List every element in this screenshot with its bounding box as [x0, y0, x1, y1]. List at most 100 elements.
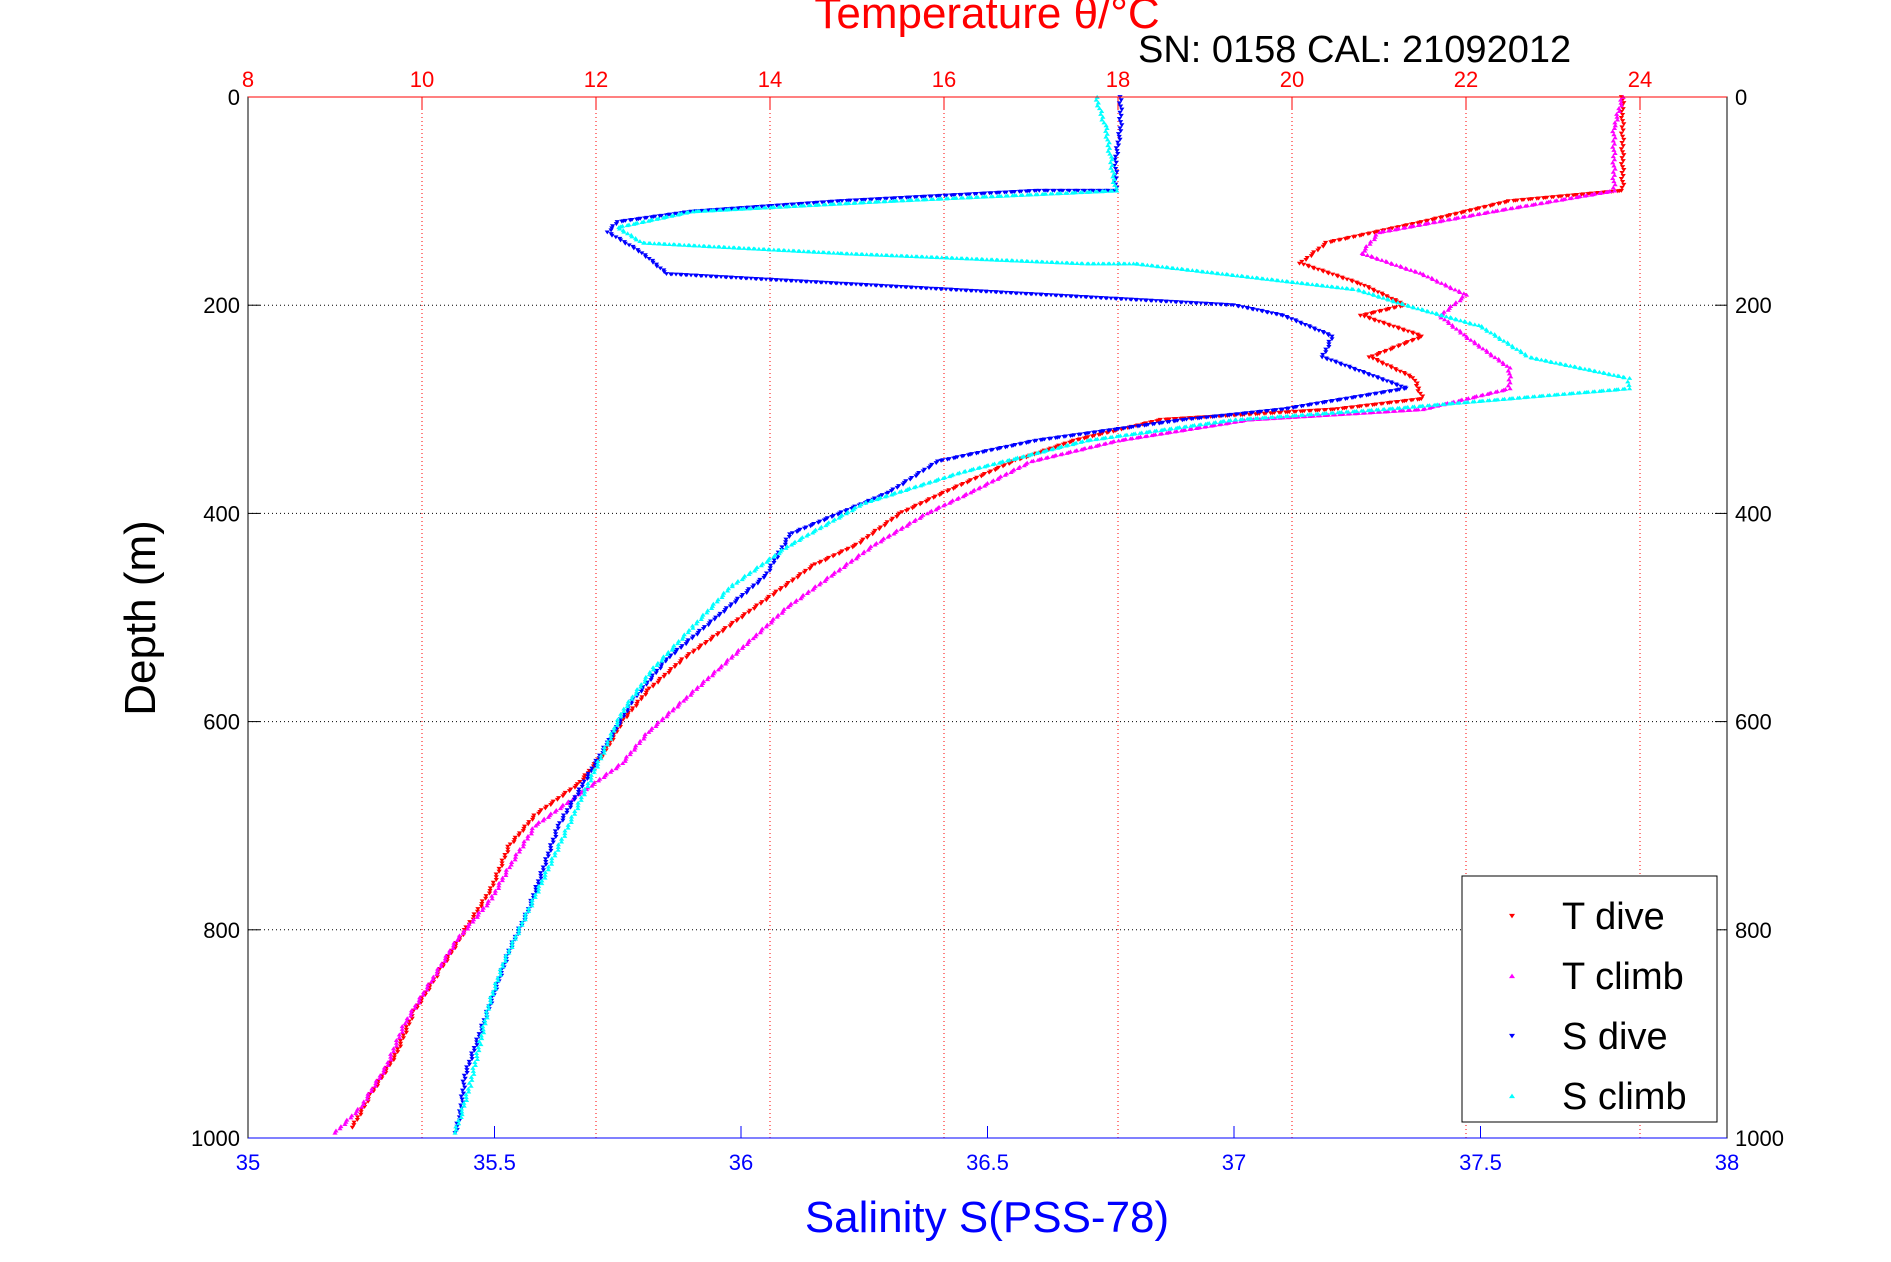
data-point [1621, 153, 1627, 158]
data-point [1215, 271, 1221, 276]
data-point [1336, 238, 1342, 243]
data-point [1260, 276, 1266, 281]
data-point [817, 526, 823, 531]
data-point [1443, 283, 1449, 288]
data-point [575, 803, 581, 808]
data-point [1611, 132, 1617, 137]
data-point [1354, 281, 1361, 286]
data-point [946, 474, 953, 479]
data-point [1627, 375, 1633, 380]
data-point [1430, 277, 1436, 281]
data-point [348, 1115, 354, 1120]
data-point [473, 1037, 480, 1042]
data-point [1019, 454, 1025, 459]
data-point [623, 754, 630, 759]
data-point [1014, 291, 1020, 296]
data-point [1445, 307, 1451, 312]
data-point [944, 457, 951, 462]
data-point [1093, 295, 1099, 300]
data-point [560, 818, 566, 823]
data-point [1329, 334, 1335, 339]
data-point [613, 222, 619, 227]
data-point [535, 886, 542, 891]
data-point [368, 1089, 375, 1093]
data-point [1103, 128, 1109, 133]
data-point [823, 280, 829, 285]
data-point [874, 497, 880, 502]
data-point [1305, 281, 1311, 286]
data-point [1611, 141, 1618, 146]
data-point [843, 282, 850, 286]
data-point [1067, 440, 1073, 445]
data-point [978, 474, 984, 479]
data-point [904, 523, 910, 528]
data-point [913, 285, 919, 290]
data-point [1363, 244, 1369, 249]
data-point [858, 282, 865, 287]
data-point [795, 575, 801, 580]
data-point [852, 198, 858, 203]
data-point [538, 873, 544, 878]
data-point [1187, 427, 1193, 431]
data-point [929, 255, 935, 259]
data-point [1112, 182, 1118, 187]
data-point [1485, 398, 1491, 403]
data-point [404, 1016, 410, 1021]
data-point [1087, 445, 1093, 450]
data-point [1274, 312, 1280, 317]
data-point [472, 1063, 478, 1067]
data-point [651, 682, 657, 687]
data-point [495, 978, 501, 983]
data-point [1348, 405, 1354, 410]
data-point [385, 1060, 391, 1065]
data-point [1009, 193, 1016, 198]
data-point [1060, 442, 1067, 447]
data-point [1155, 264, 1161, 269]
data-point [912, 195, 918, 200]
data-point [643, 255, 649, 260]
data-point [950, 196, 956, 201]
data-point [641, 736, 647, 741]
data-point [1284, 406, 1290, 411]
data-point [627, 218, 633, 223]
data-point [708, 638, 714, 643]
data-point [484, 1015, 490, 1020]
data-point [897, 489, 903, 494]
data-point [458, 1094, 464, 1099]
data-point [1507, 206, 1514, 211]
data-point [1618, 131, 1624, 136]
data-point [649, 675, 655, 680]
data-point [399, 1024, 405, 1029]
data-point [1259, 415, 1265, 420]
data-point [528, 831, 535, 836]
data-point [1065, 188, 1071, 193]
data-point [864, 535, 870, 540]
data-point [1424, 403, 1431, 408]
data-point [1352, 367, 1358, 372]
data-point [1049, 260, 1056, 264]
data-point [568, 803, 574, 807]
data-point [629, 708, 635, 713]
data-point [1119, 437, 1125, 442]
data-point [1077, 190, 1084, 195]
data-point [365, 1091, 371, 1096]
data-point [552, 809, 558, 814]
data-point [459, 1097, 465, 1102]
data-point [503, 956, 509, 961]
data-point [810, 587, 816, 592]
data-point [493, 986, 499, 991]
data-point [1618, 116, 1624, 120]
data-point [722, 245, 728, 249]
data-point [1461, 332, 1467, 337]
data-point [1204, 269, 1210, 274]
data-point [1522, 203, 1528, 208]
data-point [1385, 401, 1391, 406]
data-point [1116, 438, 1122, 443]
data-point [646, 257, 652, 261]
data-point [1405, 408, 1411, 413]
data-point [463, 1095, 469, 1100]
data-point [1452, 216, 1458, 221]
data-point [1410, 331, 1416, 336]
data-point [1024, 192, 1030, 197]
data-point [549, 856, 555, 861]
